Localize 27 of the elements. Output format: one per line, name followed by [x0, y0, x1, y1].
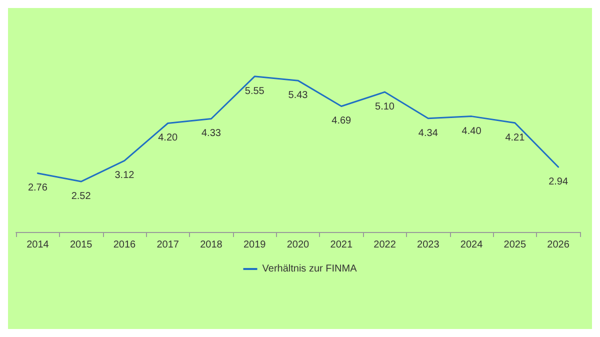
x-tick-label: 2020 [286, 240, 310, 250]
data-label: 4.21 [505, 132, 526, 144]
data-label: 2.94 [548, 176, 568, 188]
data-label: 4.34 [418, 128, 438, 139]
data-label: 4.20 [158, 132, 178, 144]
x-tick-label: 2023 [417, 240, 440, 250]
x-tick-label: 2021 [330, 240, 353, 250]
data-label: 4.69 [332, 116, 352, 127]
legend-label: Verhältnis zur FINMA [262, 264, 358, 274]
data-label: 5.10 [375, 102, 395, 113]
x-tick-label: 2018 [200, 240, 223, 250]
x-tick-label: 2015 [70, 240, 93, 250]
data-label: 2.52 [71, 191, 92, 202]
x-tick-label: 2019 [243, 240, 266, 250]
x-tick-label: 2024 [460, 240, 484, 250]
x-tick-label: 2022 [374, 240, 396, 250]
data-label: 5.55 [244, 86, 265, 97]
data-label: 4.40 [462, 126, 482, 137]
x-tick-label: 2017 [156, 240, 180, 250]
x-tick-label: 2026 [547, 240, 570, 250]
x-tick-label: 2025 [504, 240, 526, 250]
data-label: 2.76 [28, 182, 48, 194]
data-label: 3.12 [114, 170, 135, 182]
data-label: 4.33 [201, 128, 222, 140]
data-label: 5.43 [288, 90, 308, 102]
x-tick-label: 2016 [113, 240, 136, 250]
x-tick-label: 2014 [26, 240, 50, 250]
